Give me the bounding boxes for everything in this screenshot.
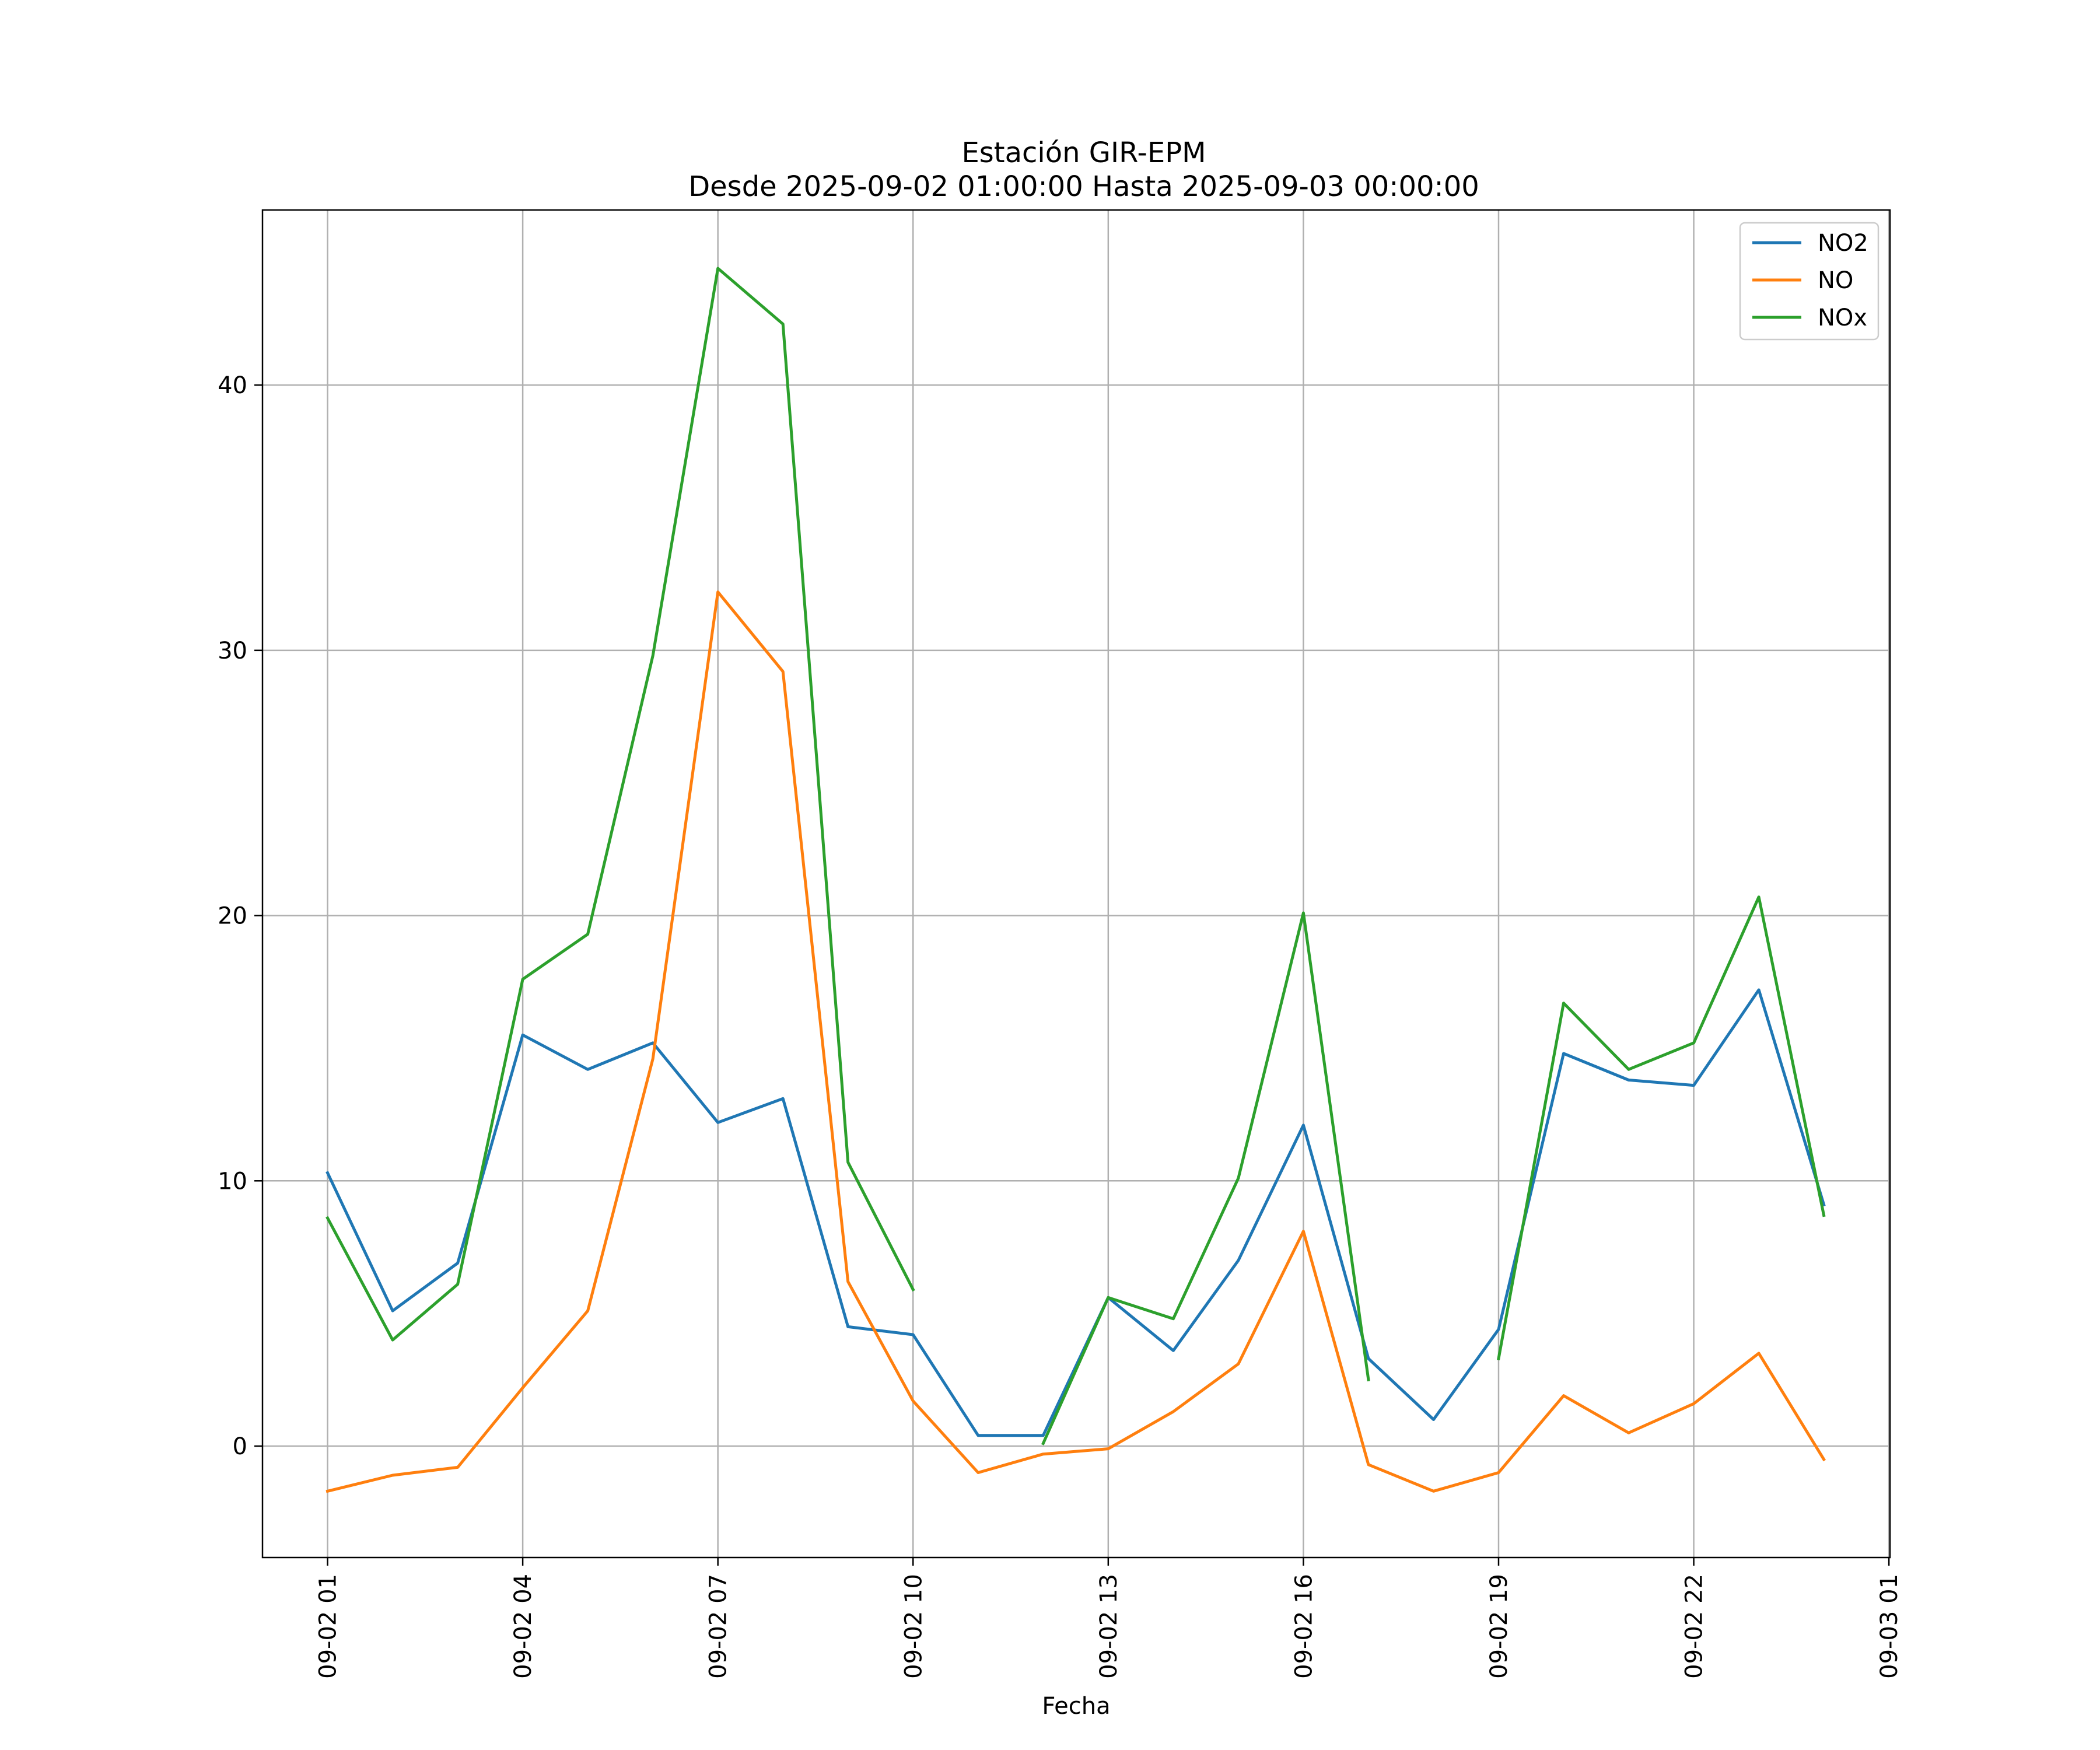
x-tick-label: 09-03 01	[1876, 1574, 1903, 1679]
x-tick-label: 09-02 13	[1096, 1574, 1122, 1679]
legend-items: NO2 NO NOx	[1752, 230, 1868, 331]
x-tick-label: 09-02 01	[315, 1574, 342, 1679]
series-line-no2	[326, 988, 1826, 1437]
x-axis-label: Fecha	[1042, 1693, 1110, 1720]
x-tick-label: 09-02 22	[1681, 1574, 1708, 1679]
legend-label-no: NO	[1818, 267, 1853, 294]
series-line-nox	[1041, 911, 1370, 1446]
series-no	[326, 590, 1826, 1493]
series-layer	[326, 267, 1826, 1493]
series-no2	[326, 988, 1826, 1437]
y-tick-label: 30	[218, 638, 247, 664]
series-line-nox	[326, 267, 915, 1342]
y-tick-label: 20	[218, 903, 247, 930]
y-tick-label: 40	[218, 372, 247, 399]
x-tick-label: 09-02 07	[705, 1574, 732, 1679]
legend-label-nox: NOx	[1818, 304, 1867, 331]
plot-area-frame	[261, 209, 1891, 1559]
x-axis: 09-02 01 09-02 04 09-02 07 09-02 10 09-02 13…	[315, 1558, 1903, 1679]
legend-label-no2: NO2	[1818, 230, 1868, 257]
legend-box	[1739, 222, 1880, 341]
x-tick-label: 09-02 19	[1486, 1574, 1513, 1679]
series-line-no	[326, 590, 1826, 1493]
x-tick-label: 09-02 10	[900, 1574, 927, 1679]
legend: NO2 NO NOx	[1739, 222, 1880, 341]
chart-title: Estación GIR-EPM	[961, 136, 1206, 169]
y-tick-label: 10	[218, 1168, 247, 1195]
x-tick-label: 09-02 04	[510, 1574, 537, 1679]
series-nox	[326, 267, 1826, 1446]
x-tick-label: 09-02 16	[1290, 1574, 1317, 1679]
chart-subtitle: Desde 2025-09-02 01:00:00 Hasta 2025-09-…	[688, 170, 1479, 203]
y-tick-label: 0	[233, 1433, 247, 1460]
y-axis: 0 10 20 30 40	[218, 372, 262, 1460]
grid	[262, 210, 1890, 1558]
series-line-nox	[1497, 895, 1826, 1360]
